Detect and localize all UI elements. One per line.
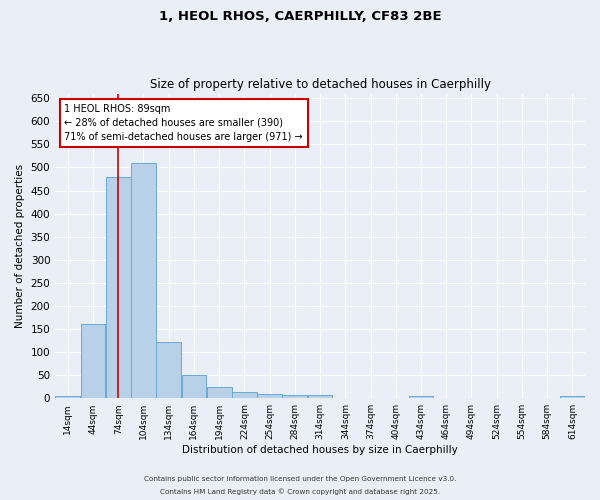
Bar — [257, 394, 282, 398]
Bar — [308, 395, 332, 398]
Bar — [156, 342, 181, 398]
Bar — [131, 163, 156, 398]
X-axis label: Distribution of detached houses by size in Caerphilly: Distribution of detached houses by size … — [182, 445, 458, 455]
Bar — [106, 176, 131, 398]
Bar — [409, 396, 433, 398]
Bar — [232, 392, 257, 398]
Y-axis label: Number of detached properties: Number of detached properties — [15, 164, 25, 328]
Bar — [182, 375, 206, 398]
Title: Size of property relative to detached houses in Caerphilly: Size of property relative to detached ho… — [149, 78, 491, 91]
Text: 1, HEOL RHOS, CAERPHILLY, CF83 2BE: 1, HEOL RHOS, CAERPHILLY, CF83 2BE — [158, 10, 442, 23]
Bar — [55, 396, 80, 398]
Text: Contains public sector information licensed under the Open Government Licence v3: Contains public sector information licen… — [144, 476, 456, 482]
Bar — [560, 396, 585, 398]
Bar — [283, 394, 307, 398]
Bar — [80, 324, 106, 398]
Bar — [207, 387, 232, 398]
Text: Contains HM Land Registry data © Crown copyright and database right 2025.: Contains HM Land Registry data © Crown c… — [160, 488, 440, 495]
Text: 1 HEOL RHOS: 89sqm
← 28% of detached houses are smaller (390)
71% of semi-detach: 1 HEOL RHOS: 89sqm ← 28% of detached hou… — [64, 104, 303, 142]
